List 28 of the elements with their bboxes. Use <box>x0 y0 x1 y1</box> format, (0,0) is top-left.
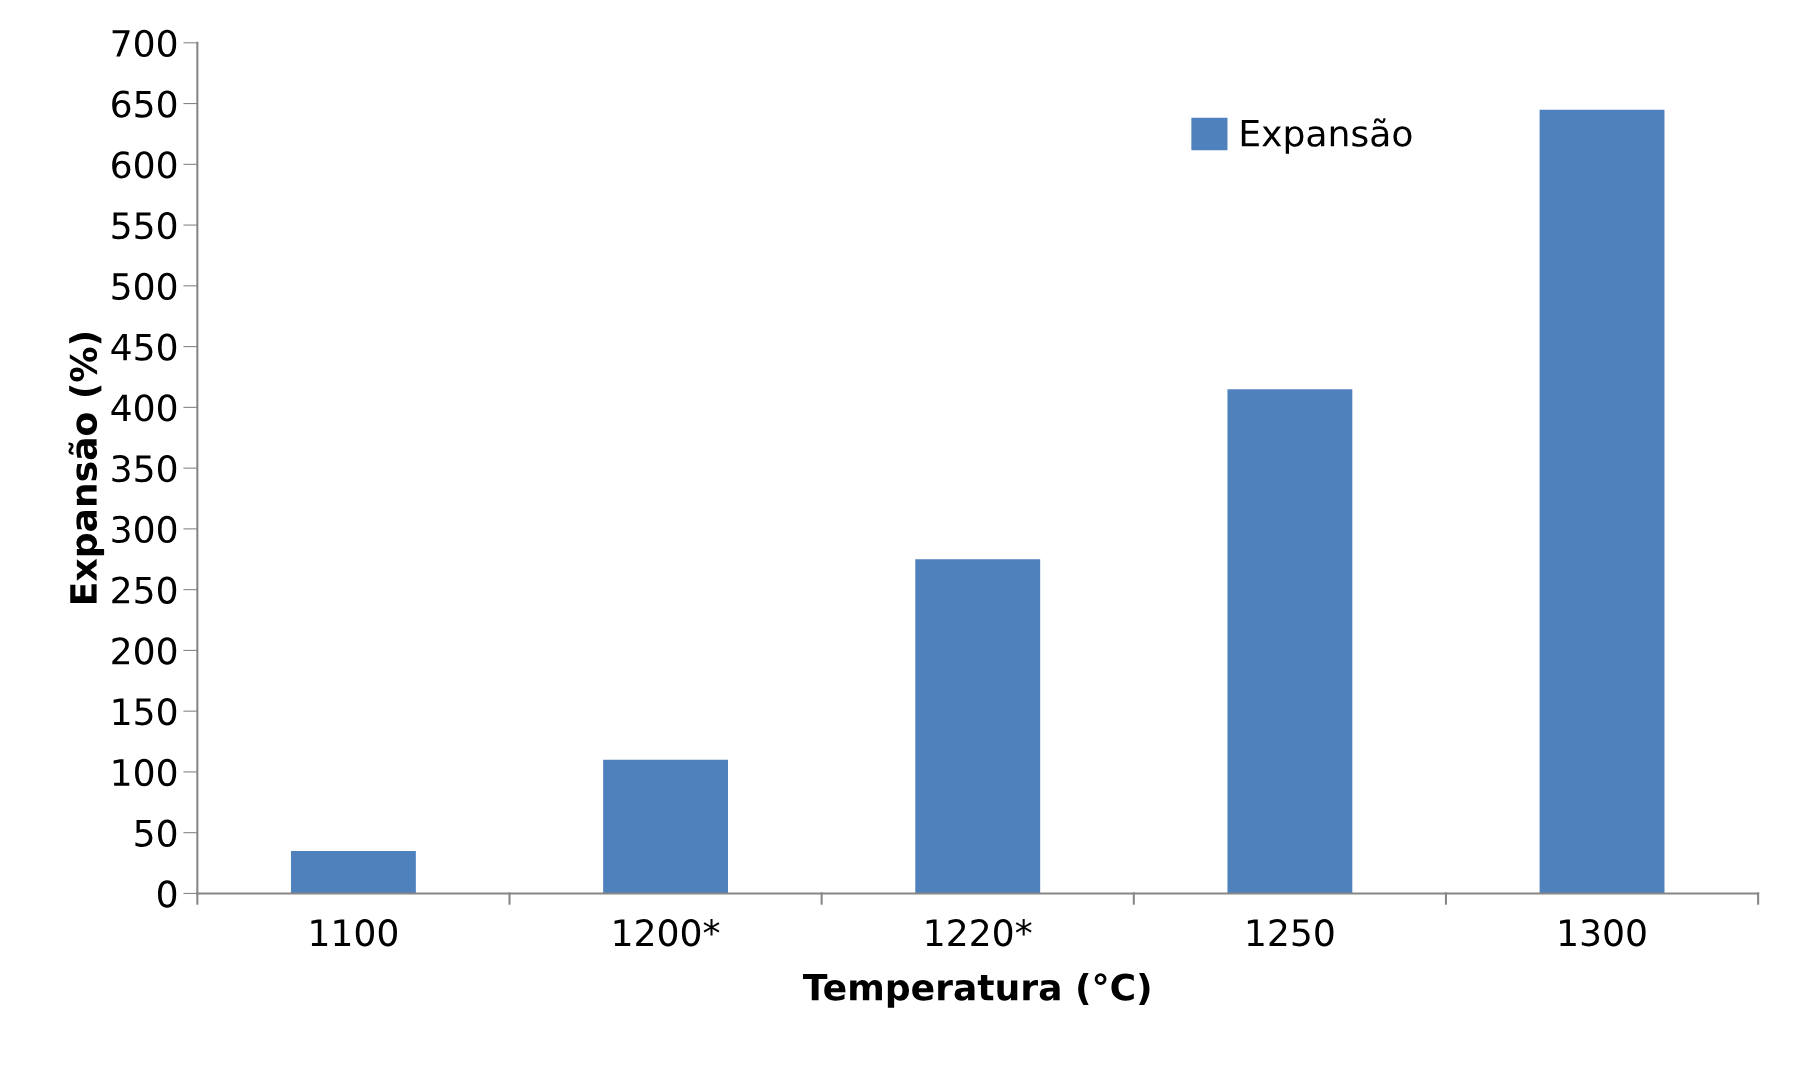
x-axis-title: Temperatura (°C) <box>803 972 1150 1008</box>
y-tick-label: 200 <box>112 637 177 665</box>
x-tick-label: 1220* <box>926 919 1032 947</box>
bar <box>915 559 1041 894</box>
y-tick-label: 250 <box>112 576 177 604</box>
y-tick-label: 550 <box>112 212 177 240</box>
y-tick-label: 0 <box>158 880 177 908</box>
bar <box>290 850 416 894</box>
y-tick-label: 450 <box>111 333 177 361</box>
y-tick-label: 650 <box>112 90 177 118</box>
bar <box>1539 109 1665 894</box>
y-tick-label: 100 <box>113 758 177 787</box>
y-axis-title: Expansão (%) <box>68 333 105 603</box>
x-tick-label: 1200* <box>614 919 720 947</box>
x-tick-label: 1300 <box>1560 919 1646 947</box>
bar <box>1227 389 1353 894</box>
x-tick-label: 1100 <box>311 919 397 947</box>
y-tick-label: 150 <box>113 698 177 726</box>
legend-label: Expansão <box>1241 118 1412 154</box>
bar <box>603 759 729 894</box>
y-tick-label: 350 <box>112 455 177 483</box>
x-tick-label: 1250 <box>1247 919 1334 947</box>
y-tick-label: 50 <box>135 819 177 847</box>
y-tick-label: 500 <box>112 272 177 301</box>
y-tick-label: 300 <box>112 515 177 544</box>
y-tick-label: 400 <box>111 394 177 422</box>
y-tick-label: 700 <box>112 29 177 58</box>
y-tick-label: 600 <box>112 151 177 179</box>
